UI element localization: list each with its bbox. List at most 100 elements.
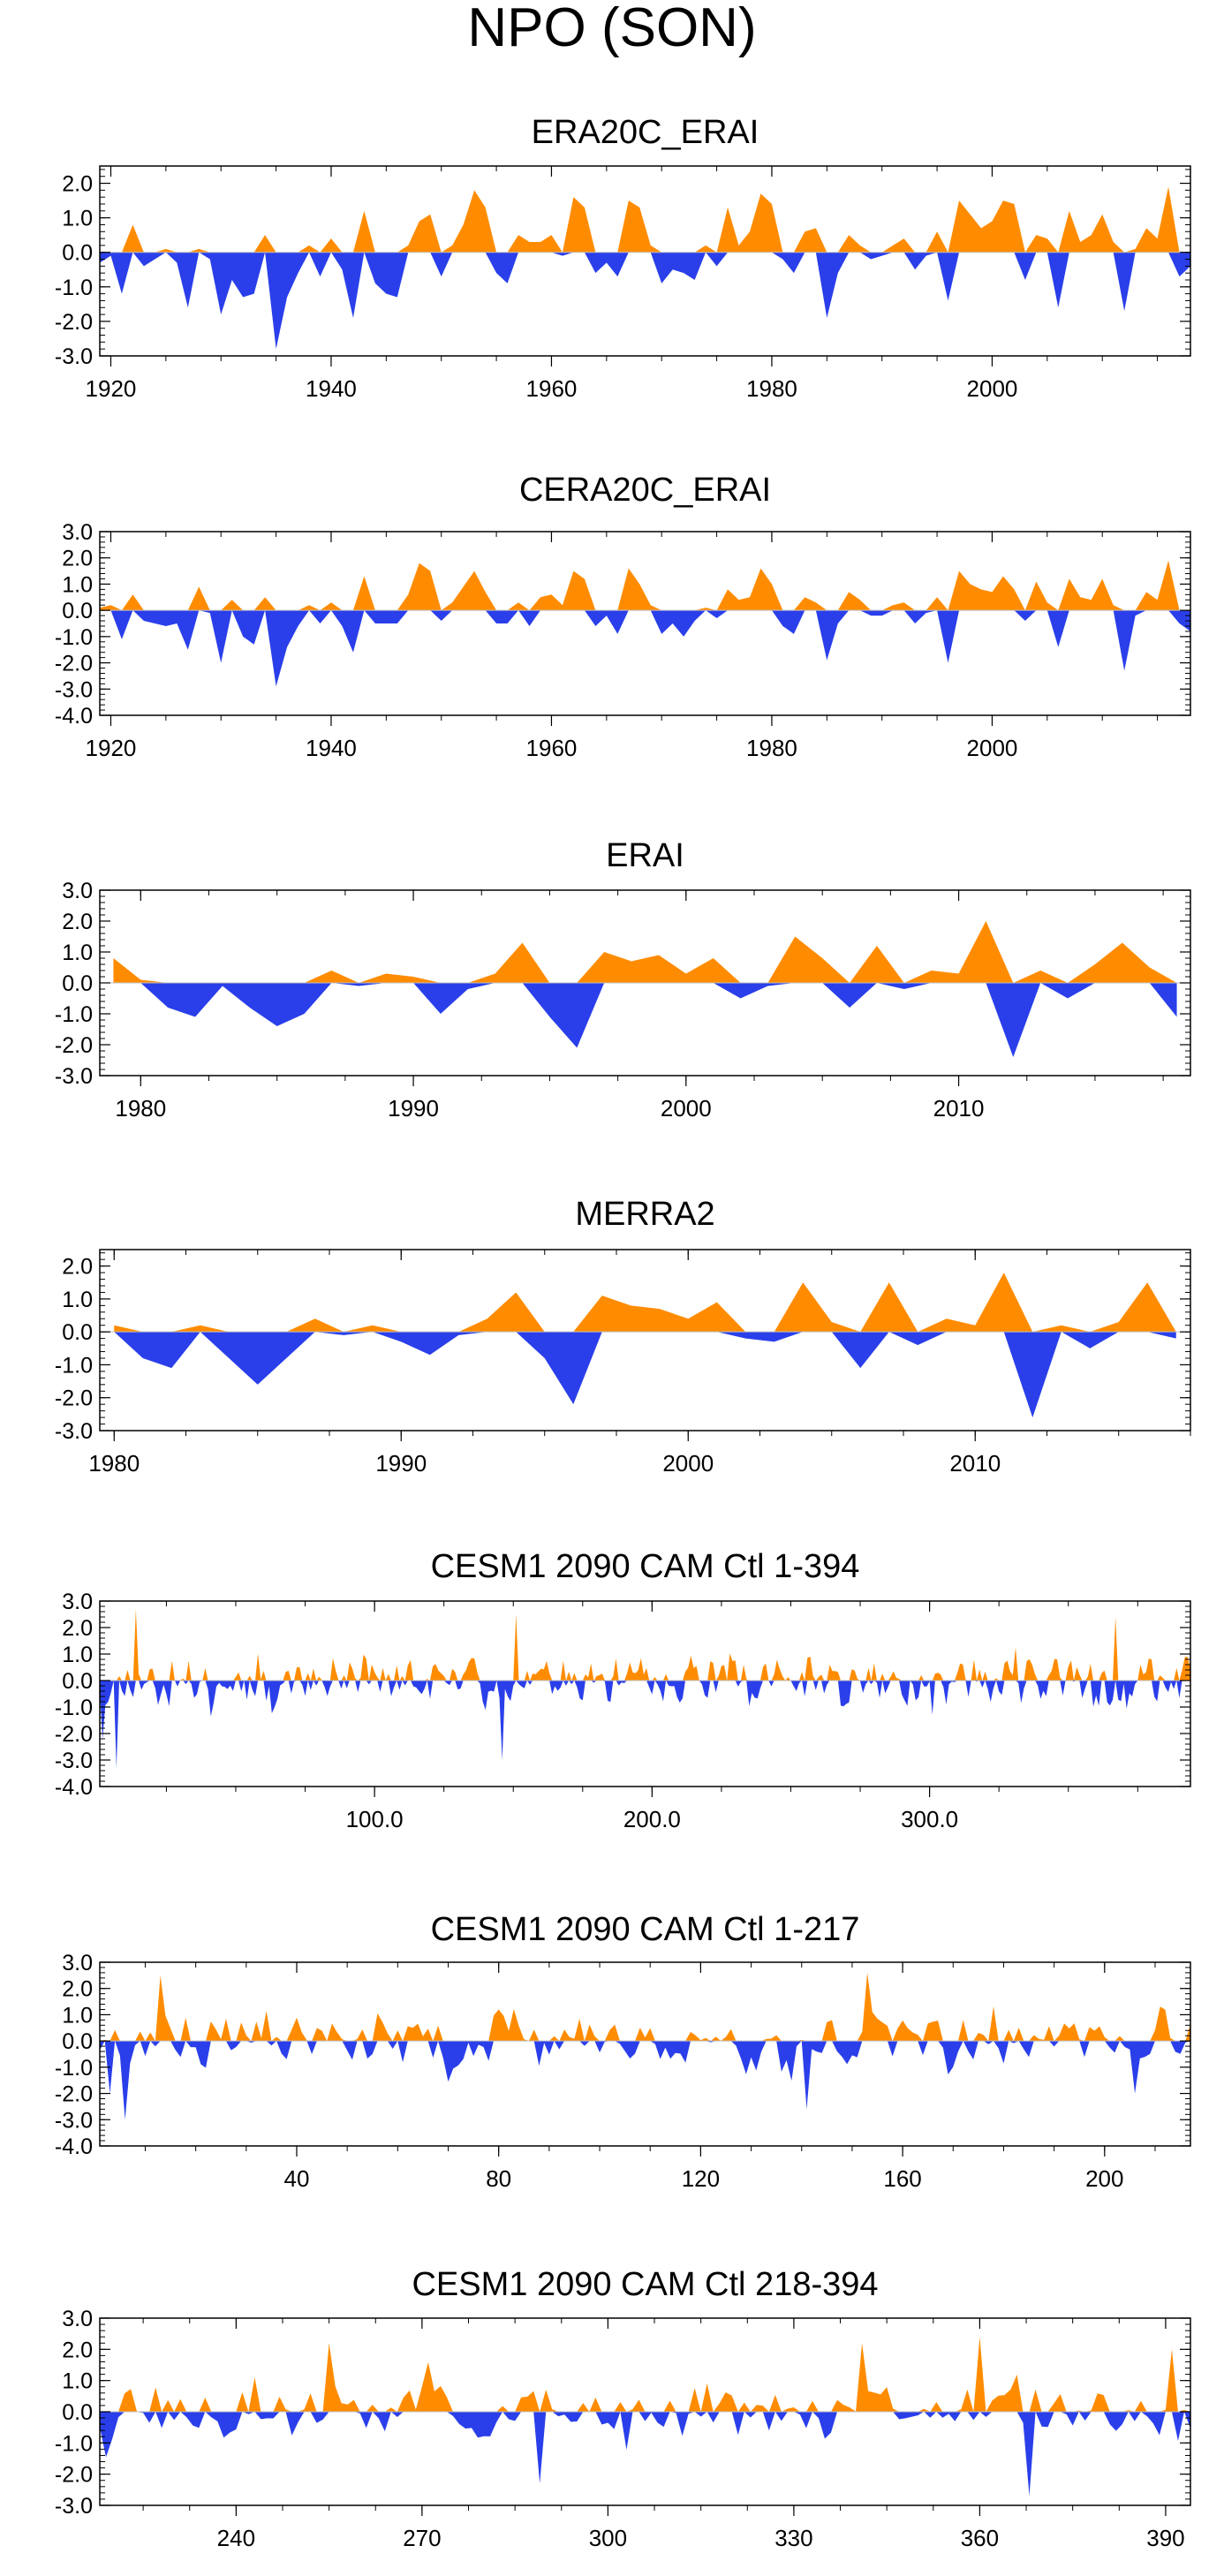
x-tick-label: 2010 (949, 1450, 1001, 1477)
chart-panel-2: CERA20C_ERAI -4.0-3.0-2.0-1.00.01.02.03.0… (55, 472, 1191, 761)
y-tick-label: 3.0 (62, 1951, 93, 1975)
x-tick-label: 1960 (526, 735, 578, 761)
y-tick-label: -4.0 (55, 2134, 93, 2159)
x-tick-label: 360 (961, 2525, 999, 2551)
y-tick-label: 2.0 (62, 1616, 93, 1641)
y-tick-label: -3.0 (55, 1749, 93, 1773)
positive-area (113, 921, 1177, 983)
y-tick-label: -2.0 (55, 652, 93, 676)
plot-frame (99, 1249, 1191, 1432)
x-tick-label: 1990 (388, 1095, 439, 1122)
positive-area (100, 560, 1190, 611)
chart-title: CERA20C_ERAI (519, 472, 771, 509)
y-tick-label: -2.0 (55, 2082, 93, 2107)
y-tick-label: 2.0 (62, 2338, 93, 2362)
y-tick-label: 0.0 (62, 241, 93, 266)
x-tick-label: 1990 (375, 1450, 427, 1477)
chart-panel-1: ERA20C_ERAI -3.0 -2.0 -1.0 0.0 1.0 2.0 1920 1940… (55, 114, 1191, 402)
y-tick-label: -2.0 (55, 1386, 93, 1411)
x-tick-label: 1940 (306, 375, 357, 402)
negative-area (100, 1681, 1190, 1768)
negative-area (100, 610, 1190, 687)
negative-area (113, 983, 1177, 1057)
chart-title: ERA20C_ERAI (532, 114, 759, 151)
x-tick-label: 2010 (933, 1095, 985, 1122)
positive-area (100, 186, 1190, 253)
chart-title: ERAI (606, 837, 684, 874)
negative-area (100, 2041, 1190, 2120)
y-tick-label: -1.0 (55, 1696, 93, 1720)
y-tick-label: -3.0 (55, 1419, 93, 1444)
y-tick-label: 0.0 (62, 1320, 93, 1345)
y-tick-label: -3.0 (55, 344, 93, 369)
y-tick-label: -4.0 (55, 1775, 93, 1800)
y-tick-label: 0.0 (62, 2400, 93, 2425)
y-tick-label: 2.0 (62, 547, 93, 571)
y-tick-label: 2.0 (62, 1255, 93, 1280)
y-tick-label: -4.0 (55, 704, 93, 729)
chart-title: CESM1 2090 CAM Ctl 1-217 (431, 1911, 860, 1948)
y-tick-label: 0.0 (62, 1669, 93, 1694)
y-tick-label: 3.0 (62, 1590, 93, 1614)
y-tick-label: 1.0 (62, 2003, 93, 2028)
y-tick-label: 1.0 (62, 1288, 93, 1312)
x-tick-label: 1980 (88, 1450, 140, 1477)
x-tick-label: 300 (589, 2525, 627, 2551)
x-tick-label: 40 (284, 2165, 310, 2192)
plot-frame (99, 1961, 1191, 2147)
x-tick-label: 1920 (86, 375, 137, 402)
x-tick-label: 1980 (746, 375, 797, 402)
x-tick-label: 100.0 (346, 1806, 404, 1832)
plot-frame (99, 165, 1191, 357)
x-tick-label: 120 (682, 2165, 720, 2192)
x-tick-label: 200 (1085, 2165, 1123, 2192)
y-tick-label: 3.0 (62, 520, 93, 545)
y-tick-label: -3.0 (55, 677, 93, 702)
positive-area (100, 1609, 1190, 1681)
y-tick-label: 3.0 (62, 879, 93, 903)
x-tick-label: 1960 (526, 375, 578, 402)
negative-area (100, 252, 1190, 350)
plot-frame (99, 531, 1191, 716)
chart-title: MERRA2 (575, 1196, 714, 1233)
chart-title: CESM1 2090 CAM Ctl 1-394 (431, 1548, 860, 1585)
negative-area (114, 1332, 1176, 1418)
x-tick-label: 2000 (967, 735, 1018, 761)
y-tick-label: -1.0 (55, 2056, 93, 2081)
y-tick-label: 1.0 (62, 1643, 93, 1667)
y-tick-label: 0.0 (62, 599, 93, 623)
chart-panel-7: CESM1 2090 CAM Ctl 218-394 -3.0 -2.0 -1.0 0.… (55, 2266, 1191, 2551)
y-tick-label: 1.0 (62, 2369, 93, 2394)
y-tick-label: 2.0 (62, 172, 93, 197)
positive-area (100, 2337, 1190, 2412)
negative-area (100, 2412, 1190, 2497)
x-tick-label: 1980 (746, 735, 797, 761)
chart-title: CESM1 2090 CAM Ctl 218-394 (412, 2266, 878, 2303)
y-tick-label: -1.0 (55, 276, 93, 300)
y-tick-label: -1.0 (55, 2431, 93, 2456)
y-tick-label: -1.0 (55, 1353, 93, 1378)
x-tick-label: 390 (1146, 2525, 1184, 2551)
y-tick-label: 1.0 (62, 941, 93, 965)
y-tick-label: 1.0 (62, 572, 93, 597)
y-tick-label: -2.0 (55, 1033, 93, 1058)
plot-frame (99, 1600, 1191, 1787)
x-tick-label: 2000 (661, 1095, 712, 1122)
y-tick-label: 0.0 (62, 2029, 93, 2054)
y-tick-label: 2.0 (62, 910, 93, 934)
x-tick-label: 270 (403, 2525, 441, 2551)
chart-panel-3: ERAI -3.0 -2.0 -1.0 0.0 1.0 2.0 3.0 1980 1990 2000… (55, 837, 1191, 1122)
positive-area (114, 1273, 1176, 1333)
y-tick-label: -2.0 (55, 1722, 93, 1747)
x-tick-label: 300.0 (901, 1806, 958, 1832)
y-tick-label: -3.0 (55, 2108, 93, 2133)
y-tick-label: -3.0 (55, 1064, 93, 1089)
y-tick-label: -2.0 (55, 310, 93, 335)
y-tick-label: 2.0 (62, 1977, 93, 2002)
positive-area (100, 1972, 1190, 2042)
y-tick-label: -1.0 (55, 625, 93, 650)
y-tick-label: 3.0 (62, 2307, 93, 2331)
x-tick-label: 1920 (86, 735, 137, 761)
chart-panel-6: CESM1 2090 CAM Ctl 1-217 -4.0-3.0-2.0-1.0… (55, 1911, 1191, 2192)
